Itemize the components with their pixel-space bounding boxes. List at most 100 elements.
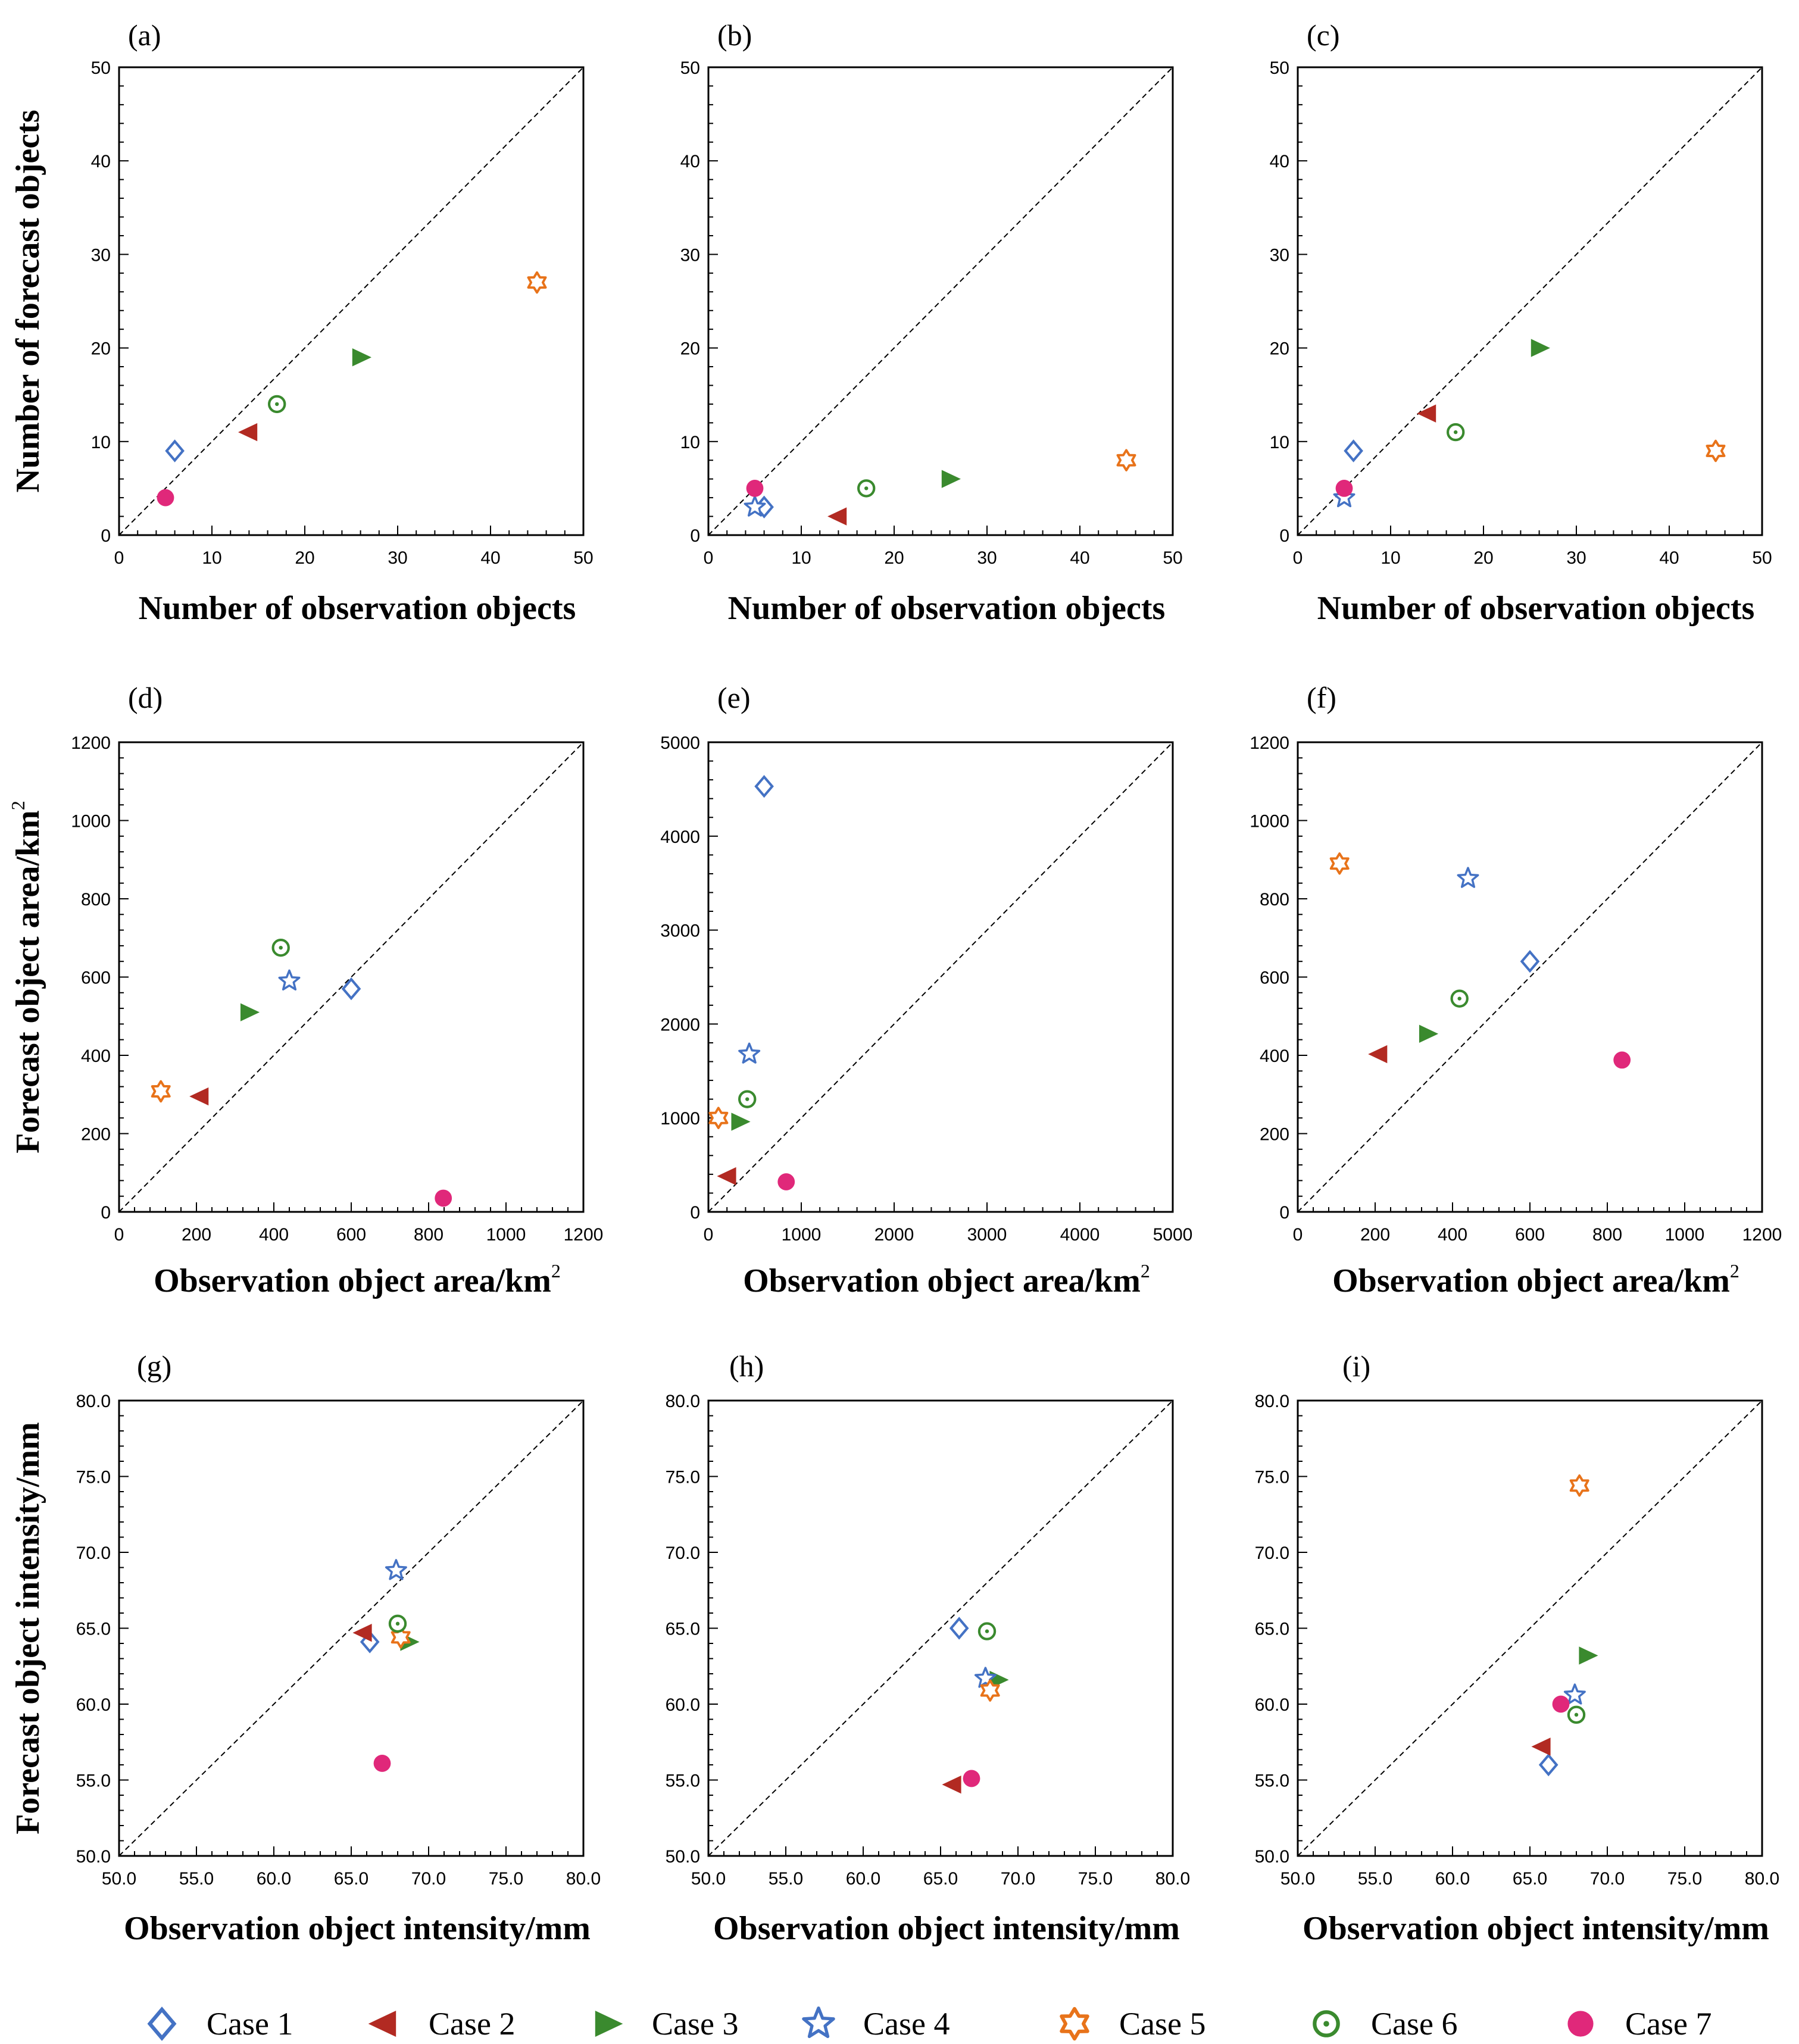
data-point-case-3 <box>1419 1024 1439 1043</box>
data-point-case-1 <box>360 1630 380 1654</box>
data-point-case-1 <box>754 774 774 798</box>
diagonal-reference-line <box>118 1400 584 1857</box>
x-tick-label: 2000 <box>874 1225 914 1245</box>
x-tick-label: 55.0 <box>1358 1869 1392 1889</box>
data-point-case-5 <box>1329 852 1350 875</box>
data-point-case-7 <box>746 480 764 497</box>
x-tick-label: 400 <box>259 1225 289 1245</box>
y-tick-label: 65.0 <box>1255 1620 1289 1639</box>
x-tick-label: 50.0 <box>102 1869 136 1889</box>
data-point-case-3 <box>731 1112 751 1131</box>
panel-label: (i) <box>1342 1349 1370 1383</box>
y-tick-label: 10 <box>1270 433 1289 452</box>
y-axis-title: Forecast object intensity/mm <box>10 1422 46 1834</box>
diagonal-reference-line <box>708 1400 1173 1857</box>
diagonal-reference-line <box>708 742 1173 1212</box>
x-tick-label: 80.0 <box>1155 1869 1190 1889</box>
panel-label: (f) <box>1307 681 1336 714</box>
data-point-case-7 <box>157 489 174 507</box>
data-point-case-6 <box>268 395 286 414</box>
data-point-case-4 <box>385 1559 407 1580</box>
chart-panel-e: 0 1000 2000 3000 4000 5000 0 1000 2000 3000 4000 50… <box>660 681 1192 1299</box>
y-tick-label: 75.0 <box>666 1468 700 1487</box>
x-tick-label: 30 <box>388 548 407 568</box>
data-point-case-2 <box>352 1623 372 1642</box>
y-tick-label: 40 <box>680 152 700 171</box>
data-point-case-3 <box>1579 1646 1598 1665</box>
y-tick-label: 5000 <box>660 733 700 753</box>
legend-marker-case-6 <box>1313 2010 1340 2037</box>
data-point-case-7 <box>777 1173 795 1190</box>
y-tick-label: 4000 <box>660 827 700 847</box>
x-axis-title: Observation object intensity/mm <box>124 1910 591 1947</box>
y-tick-label: 2000 <box>660 1015 700 1034</box>
y-tick-label: 1000 <box>660 1109 700 1129</box>
x-tick-label: 55.0 <box>179 1869 214 1889</box>
x-tick-label: 55.0 <box>769 1869 803 1889</box>
data-point-case-2 <box>1368 1045 1388 1064</box>
data-point-case-7 <box>373 1755 391 1772</box>
legend-item-case-6: Case 6 <box>1313 2006 1457 2042</box>
y-tick-label: 50.0 <box>666 1847 700 1867</box>
y-tick-label: 30 <box>91 245 111 265</box>
y-tick-label: 50.0 <box>1255 1847 1289 1867</box>
data-point-case-5 <box>527 271 547 294</box>
data-point-case-1 <box>341 977 361 1001</box>
data-point-case-2 <box>1531 1737 1551 1756</box>
data-point-case-6 <box>1567 1705 1586 1724</box>
data-point-case-1 <box>1344 439 1363 462</box>
panel-label: (b) <box>717 18 752 52</box>
x-axis-title: Observation object intensity/mm <box>1303 1910 1769 1947</box>
y-tick-label: 80.0 <box>76 1392 111 1411</box>
x-tick-label: 50.0 <box>691 1869 726 1889</box>
legend-label: Case 5 <box>1119 2006 1205 2042</box>
x-tick-label: 3000 <box>967 1225 1007 1245</box>
legend-item-case-7: Case 7 <box>1567 2006 1711 2042</box>
y-tick-label: 75.0 <box>1255 1468 1289 1487</box>
x-tick-label: 1000 <box>486 1225 526 1245</box>
x-tick-label: 40 <box>480 548 500 568</box>
data-point-case-4 <box>1563 1683 1586 1705</box>
legend-marker-case-2 <box>368 2011 396 2037</box>
y-tick-label: 20 <box>91 339 111 359</box>
y-tick-label: 800 <box>81 890 111 910</box>
legend-label: Case 1 <box>207 2006 293 2042</box>
x-tick-label: 600 <box>336 1225 366 1245</box>
plot-frame <box>118 66 585 536</box>
y-tick-label: 800 <box>1260 890 1289 910</box>
x-tick-label: 1200 <box>564 1225 604 1245</box>
x-tick-label: 50 <box>1163 548 1182 568</box>
y-tick-label: 1000 <box>71 812 111 832</box>
y-tick-label: 1200 <box>1250 733 1289 753</box>
x-tick-label: 40 <box>1659 548 1679 568</box>
legend-label: Case 2 <box>429 2006 515 2042</box>
x-tick-label: 30 <box>1566 548 1586 568</box>
x-tick-label: 10 <box>791 548 811 568</box>
data-point-case-6 <box>271 938 290 957</box>
y-tick-label: 30 <box>680 245 700 265</box>
data-point-case-7 <box>963 1770 980 1787</box>
y-tick-label: 70.0 <box>76 1543 111 1563</box>
x-axis-title: Observation object intensity/mm <box>713 1910 1180 1947</box>
x-tick-label: 65.0 <box>923 1869 958 1889</box>
x-tick-label: 50.0 <box>1280 1869 1315 1889</box>
chart-panel-f: 0 200 400 600 800 1000 1200 0 200 400 600 800 1000 12… <box>1250 681 1782 1299</box>
y-tick-label: 0 <box>690 1203 700 1223</box>
data-point-case-6 <box>738 1090 757 1108</box>
y-tick-label: 70.0 <box>1255 1543 1289 1563</box>
panel-label: (h) <box>729 1349 764 1383</box>
x-tick-label: 70.0 <box>411 1869 446 1889</box>
data-point-case-3 <box>352 348 371 367</box>
x-axis-title: Number of observation objects <box>728 590 1166 627</box>
y-tick-label: 0 <box>101 1203 111 1223</box>
data-point-case-5 <box>1569 1474 1589 1497</box>
y-tick-label: 80.0 <box>1255 1392 1289 1411</box>
data-point-case-4 <box>1457 867 1479 888</box>
data-point-case-7 <box>1613 1051 1631 1069</box>
y-tick-label: 80.0 <box>666 1392 700 1411</box>
chart-panel-d: 0 200 400 600 800 1000 1200 0 200 400 600 800 1000 12… <box>7 681 603 1299</box>
legend-item-case-2: Case 2 <box>368 2006 515 2042</box>
data-point-case-3 <box>240 1003 260 1021</box>
x-tick-label: 0 <box>114 548 124 568</box>
